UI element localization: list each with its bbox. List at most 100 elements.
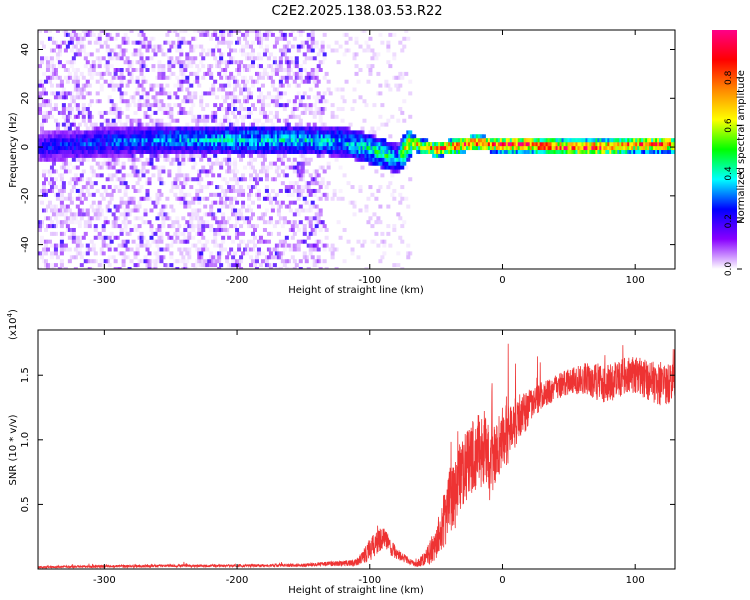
- heatmap-cell: [256, 118, 261, 123]
- heatmap-cell: [51, 64, 56, 69]
- heatmap-cell: [167, 122, 172, 127]
- heatmap-cell: [241, 79, 246, 84]
- heatmap-cell: [203, 204, 208, 209]
- heatmap-cell: [298, 64, 303, 69]
- heatmap-cell: [77, 110, 82, 115]
- heatmap-cell: [249, 153, 254, 158]
- heatmap-cell: [47, 103, 52, 108]
- heatmap-cell: [47, 181, 52, 186]
- heatmap-cell: [85, 177, 90, 182]
- heatmap-cell: [272, 161, 277, 166]
- heatmap-cell: [75, 36, 80, 41]
- heatmap-cell: [310, 227, 315, 232]
- heatmap-cell: [155, 255, 160, 260]
- heatmap-cell: [302, 239, 307, 244]
- heatmap-cell: [47, 99, 52, 104]
- heatmap-cell: [119, 185, 124, 190]
- heatmap-cell: [151, 95, 156, 100]
- heatmap-cell: [183, 192, 188, 197]
- heatmap-cell: [61, 220, 66, 225]
- heatmap-cell: [294, 83, 299, 88]
- heatmap-cell: [169, 157, 174, 162]
- heatmap-cell: [243, 64, 248, 69]
- heatmap-cell: [57, 267, 62, 269]
- heatmap-cell: [350, 185, 355, 190]
- heatmap-cell: [314, 181, 319, 186]
- heatmap-cell: [165, 267, 170, 269]
- heatmap-cell: [123, 243, 128, 248]
- heatmap-cell: [288, 267, 293, 269]
- heatmap-cell: [191, 243, 196, 248]
- heatmap-cell: [143, 110, 148, 115]
- heatmap-cell: [93, 227, 98, 232]
- heatmap-cell: [326, 79, 331, 84]
- heatmap-cell: [107, 161, 112, 166]
- heatmap-cell: [71, 30, 76, 33]
- heatmap-cell: [179, 239, 184, 244]
- heatmap-cell: [254, 71, 259, 76]
- heatmap-cell: [322, 56, 327, 61]
- heatmap-cell: [43, 227, 48, 232]
- heatmap-cell: [262, 153, 267, 158]
- heatmap-cell: [308, 247, 313, 252]
- heatmap-cell: [81, 114, 86, 119]
- heatmap-cell: [386, 44, 391, 49]
- heatmap-cell: [249, 157, 254, 162]
- heatmap-cell: [330, 196, 335, 201]
- heatmap-cell: [143, 220, 148, 225]
- heatmap-cell: [286, 60, 291, 65]
- heatmap-cell: [153, 110, 158, 115]
- heatmap-cell: [187, 251, 192, 256]
- heatmap-cell: [199, 231, 204, 236]
- heatmap-cell: [294, 64, 299, 69]
- heatmap-cell: [256, 75, 261, 80]
- heatmap-cell: [278, 60, 283, 65]
- heatmap-cell: [276, 212, 281, 217]
- heatmap-cell: [207, 169, 212, 174]
- heatmap-cell: [179, 251, 184, 256]
- heatmap-cell: [294, 56, 299, 61]
- heatmap-cell: [225, 255, 230, 260]
- heatmap-cell: [350, 107, 355, 112]
- heatmap-cell: [159, 48, 164, 53]
- heatmap-cell: [179, 64, 184, 69]
- heatmap-cell: [316, 255, 321, 260]
- heatmap-cell: [65, 44, 70, 49]
- heatmap-cell: [264, 32, 269, 37]
- heatmap-cell: [117, 243, 122, 248]
- heatmap-cell: [340, 107, 345, 112]
- heatmap-cell: [308, 220, 313, 225]
- heatmap-cell: [318, 99, 323, 104]
- heatmap-cell: [81, 48, 86, 53]
- heatmap-cell: [197, 247, 202, 252]
- heatmap-cell: [308, 87, 313, 92]
- heatmap-cell: [163, 153, 168, 158]
- heatmap-cell: [39, 220, 44, 225]
- heatmap-cell: [308, 75, 313, 80]
- heatmap-cell: [165, 83, 170, 88]
- heatmap-cell: [195, 64, 200, 69]
- heatmap-cell: [195, 224, 200, 229]
- heatmap-cell: [278, 267, 283, 269]
- heatmap-cell: [199, 157, 204, 162]
- heatmap-cell: [376, 71, 381, 76]
- heatmap-cell: [197, 227, 202, 232]
- heatmap-cell: [137, 48, 142, 53]
- heatmap-cell: [51, 181, 56, 186]
- heatmap-cell: [298, 259, 303, 264]
- heatmap-cell: [243, 177, 248, 182]
- heatmap-cell: [165, 212, 170, 217]
- heatmap-cell: [133, 103, 138, 108]
- heatmap-cell: [125, 99, 130, 104]
- heatmap-cell: [396, 212, 401, 217]
- heatmap-cell: [352, 99, 357, 104]
- heatmap-cell: [390, 192, 395, 197]
- heatmap-cell: [57, 44, 62, 49]
- heatmap-cell: [250, 56, 255, 61]
- heatmap-cell: [221, 52, 226, 57]
- heatmap-cell: [258, 169, 263, 174]
- heatmap-cell: [318, 208, 323, 213]
- heatmap-cell: [338, 188, 343, 193]
- heatmap-cell: [181, 79, 186, 84]
- heatmap-cell: [125, 56, 130, 61]
